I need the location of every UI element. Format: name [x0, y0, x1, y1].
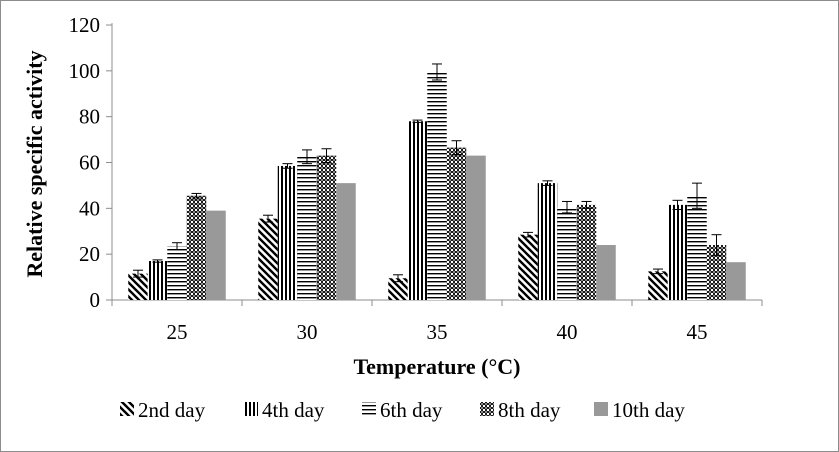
bar: [167, 246, 187, 300]
x-tick-label: 45: [687, 320, 708, 344]
legend-swatch: [244, 402, 258, 416]
legend-label: 10th day: [612, 398, 685, 422]
error-bar: [711, 234, 722, 256]
error-bar: [191, 192, 202, 199]
error-bar: [562, 200, 572, 214]
error-bar: [321, 148, 332, 163]
error-bar: [581, 200, 592, 209]
y-tick-label: 80: [79, 105, 100, 129]
error-bar: [672, 199, 683, 210]
bar: [316, 155, 337, 300]
bar: [388, 278, 408, 300]
legend-swatch: [594, 402, 608, 416]
bar: [518, 234, 538, 300]
error-bar: [263, 214, 273, 223]
y-tick-label: 40: [79, 196, 100, 220]
error-bars-group: [133, 63, 722, 283]
error-bar: [451, 140, 462, 155]
bar: [147, 261, 168, 300]
x-tick-label: 25: [167, 320, 188, 344]
legend-swatch: [362, 402, 376, 416]
legend-label: 8th day: [498, 398, 561, 422]
error-bar: [412, 119, 423, 123]
bar: [407, 121, 428, 300]
bar: [206, 210, 226, 300]
error-bar: [393, 274, 403, 283]
error-bar: [152, 259, 163, 263]
error-bar: [653, 268, 663, 275]
legend-item: 8th day: [480, 398, 561, 422]
y-tick-label: 20: [79, 242, 100, 266]
bar: [186, 195, 207, 300]
bar: [726, 262, 746, 300]
y-tick-label: 120: [69, 13, 101, 37]
y-axis-title: Relative specific activity: [22, 50, 47, 277]
legend-item: 6th day: [362, 398, 443, 422]
bar: [557, 207, 577, 300]
legend-label: 6th day: [380, 398, 443, 422]
bar: [446, 147, 467, 300]
y-tick-label: 100: [69, 59, 101, 83]
y-tick-label: 60: [79, 151, 100, 175]
bar: [648, 271, 668, 300]
axes: 0 20 40 60 80 100 120 25 30 35 40 45: [69, 13, 763, 344]
bar: [336, 183, 356, 300]
error-bar: [523, 231, 533, 238]
bar: [576, 204, 597, 300]
legend-label: 2nd day: [138, 398, 206, 422]
bar: [297, 156, 317, 300]
legend-item: 10th day: [594, 398, 685, 422]
error-bar: [133, 269, 143, 278]
bar: [258, 218, 278, 300]
bar: [277, 165, 298, 300]
error-bar: [432, 63, 442, 81]
x-tick-label: 30: [297, 320, 318, 344]
error-bar: [172, 242, 182, 251]
legend-item: 2nd day: [120, 398, 206, 422]
error-bar: [542, 180, 553, 186]
bar: [537, 183, 558, 300]
legend-label: 4th day: [262, 398, 325, 422]
error-bar: [692, 182, 702, 209]
bar: [667, 204, 688, 300]
bars-group: [128, 71, 746, 301]
bar: [466, 155, 486, 300]
legend-swatch: [120, 402, 134, 416]
x-tick-label: 40: [557, 320, 578, 344]
bar: [427, 71, 447, 301]
bar: [128, 273, 148, 300]
bar: [706, 245, 727, 300]
y-tick-label: 0: [90, 288, 101, 312]
bar: [687, 195, 707, 300]
x-axis-title: Temperature (°C): [353, 354, 520, 379]
x-tick-label: 35: [427, 320, 448, 344]
bar: [596, 245, 616, 300]
legend: 2nd day 4th day 6th day 8th day 10th day: [120, 398, 685, 422]
legend-item: 4th day: [244, 398, 325, 422]
legend-swatch: [480, 402, 494, 416]
error-bar: [302, 149, 312, 165]
error-bar: [282, 163, 293, 169]
